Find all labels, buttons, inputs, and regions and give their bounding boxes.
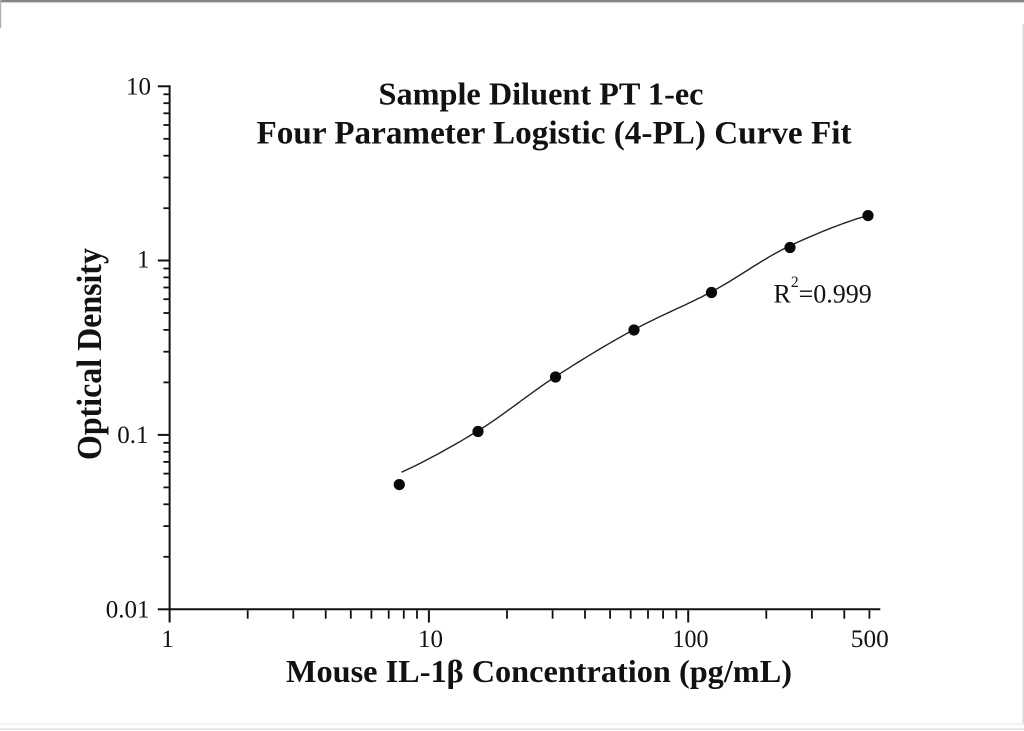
svg-text:10: 10 (126, 74, 151, 101)
svg-text:Optical Density: Optical Density (70, 248, 109, 460)
svg-text:0.1: 0.1 (117, 422, 148, 449)
svg-text:Sample Diluent PT 1-ec: Sample Diluent PT 1-ec (379, 76, 704, 112)
svg-text:10: 10 (418, 626, 443, 653)
svg-text:1: 1 (137, 247, 150, 274)
svg-text:Four Parameter Logistic (4-PL): Four Parameter Logistic (4-PL) Curve Fit (257, 116, 852, 152)
svg-text:1: 1 (161, 626, 174, 653)
svg-text:Mouse IL-1β Concentration (pg/: Mouse IL-1β Concentration (pg/mL) (286, 653, 792, 689)
svg-text:500: 500 (851, 626, 889, 653)
svg-text:100: 100 (673, 626, 709, 653)
svg-text:0.01: 0.01 (106, 596, 150, 623)
svg-text:R2=0.999: R2=0.999 (774, 274, 872, 309)
